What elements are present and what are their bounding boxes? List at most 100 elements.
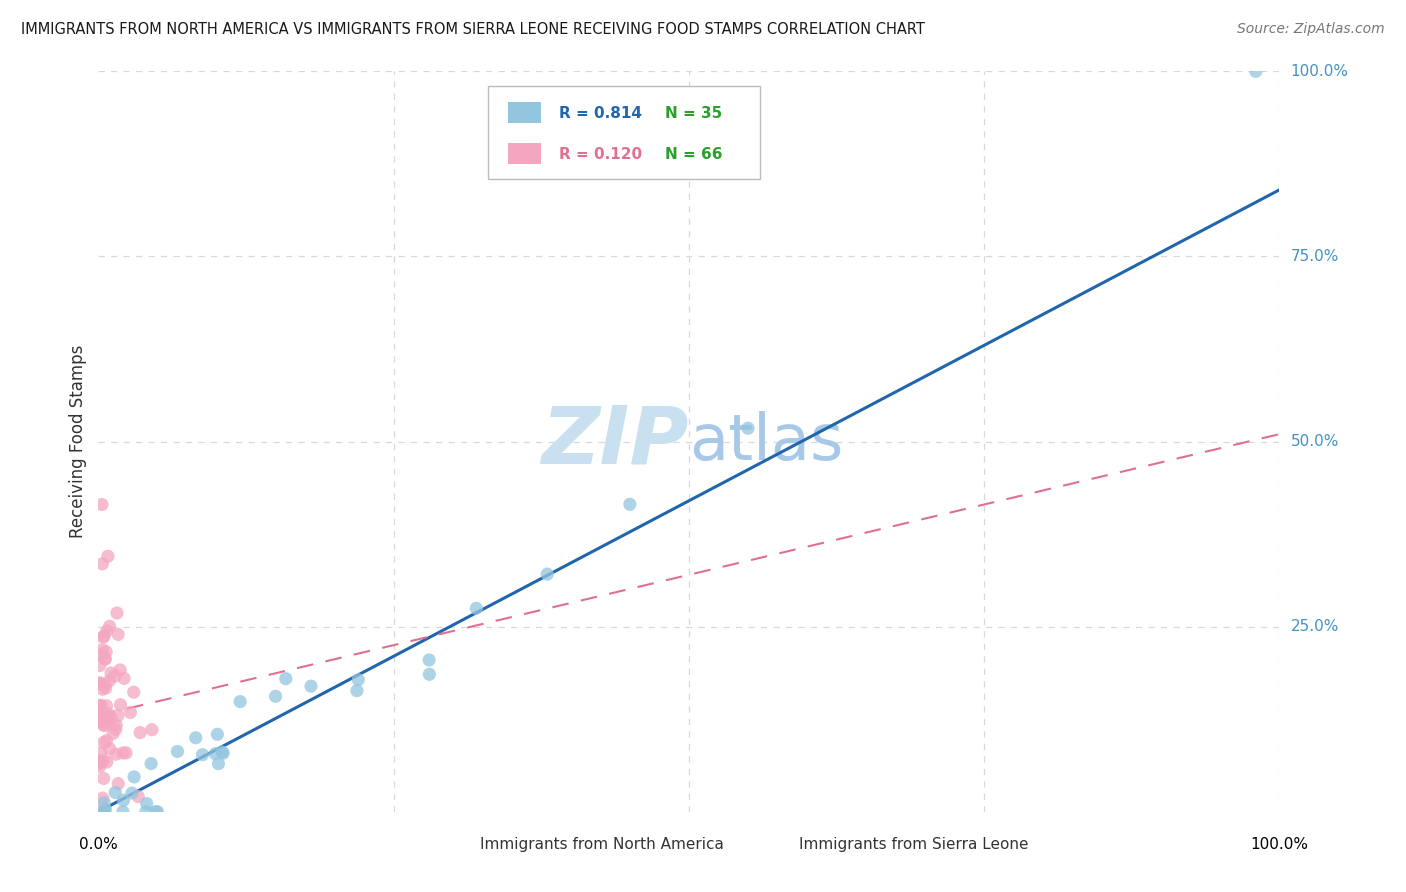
Point [191,747,214,762]
Text: N = 35: N = 35 [665,106,723,121]
Point [129,725,152,739]
Point [145,805,167,819]
Point [89,699,111,714]
Point [264,690,287,704]
Text: atlas: atlas [689,410,844,473]
Text: Immigrants from Sierra Leone: Immigrants from Sierra Leone [799,837,1028,852]
Point [98,741,121,756]
Point [97,549,120,564]
Point [91,498,114,512]
Point [93,712,115,726]
Point [107,777,129,791]
Point [139,756,162,771]
Point [91,630,114,644]
Point [89,675,111,690]
Point [94,652,117,666]
Y-axis label: Receiving Food Stamps: Receiving Food Stamps [69,345,87,538]
Point [536,567,558,582]
Point [89,754,111,768]
Point [274,672,297,686]
Text: R = 0.814: R = 0.814 [560,106,643,121]
Point [418,667,440,681]
Point [418,653,440,667]
Point [93,718,115,732]
Point [89,658,111,673]
Point [104,747,127,762]
Point [108,663,131,677]
Point [90,746,112,760]
Point [89,756,111,771]
Point [93,735,115,749]
Point [110,698,132,712]
Point [100,711,122,725]
Point [141,723,163,737]
Point [89,714,111,729]
Point [104,669,127,683]
Point [93,796,115,810]
Point [1244,64,1267,78]
Point [96,733,118,747]
Point [96,645,118,659]
Text: 100.0%: 100.0% [1250,837,1309,852]
Text: N = 66: N = 66 [665,147,723,161]
Point [111,805,134,819]
Point [619,497,641,511]
Point [166,744,188,758]
Point [91,706,114,720]
Point [90,648,112,662]
Point [107,708,129,723]
Point [93,718,115,732]
FancyBboxPatch shape [488,87,759,178]
Point [100,665,122,680]
Point [98,673,121,688]
Point [90,698,112,713]
Text: 50.0%: 50.0% [1291,434,1339,449]
Point [135,797,157,811]
Point [91,557,114,571]
Point [207,756,229,771]
Point [127,789,149,804]
Text: 0.0%: 0.0% [79,837,118,852]
Point [93,804,115,818]
Point [120,706,142,720]
Point [93,772,115,786]
Point [91,682,114,697]
Point [96,755,118,769]
Point [94,678,117,692]
Point [299,679,322,693]
Text: ZIP: ZIP [541,402,689,481]
Point [89,677,111,691]
Point [122,685,145,699]
Point [105,718,128,732]
Point [211,745,233,759]
Point [346,683,368,698]
Point [94,681,117,695]
Point [89,698,111,713]
Point [91,642,114,657]
Point [112,672,135,686]
Point [112,793,135,807]
Point [122,770,145,784]
Point [97,706,120,721]
Point [91,754,114,768]
Point [184,731,207,745]
Point [94,802,117,816]
Bar [508,144,541,164]
Point [105,606,128,620]
Text: R = 0.120: R = 0.120 [560,147,643,161]
Point [91,791,114,805]
Point [101,726,124,740]
Bar [508,103,541,123]
Point [90,709,112,723]
Bar [766,836,792,853]
Text: 25.0%: 25.0% [1291,619,1339,634]
Point [104,785,127,799]
Point [96,714,118,728]
Point [98,619,121,633]
Point [104,723,127,737]
Text: 75.0%: 75.0% [1291,249,1339,264]
Point [111,746,134,760]
Point [94,652,117,666]
Point [737,421,759,435]
Point [93,805,115,819]
